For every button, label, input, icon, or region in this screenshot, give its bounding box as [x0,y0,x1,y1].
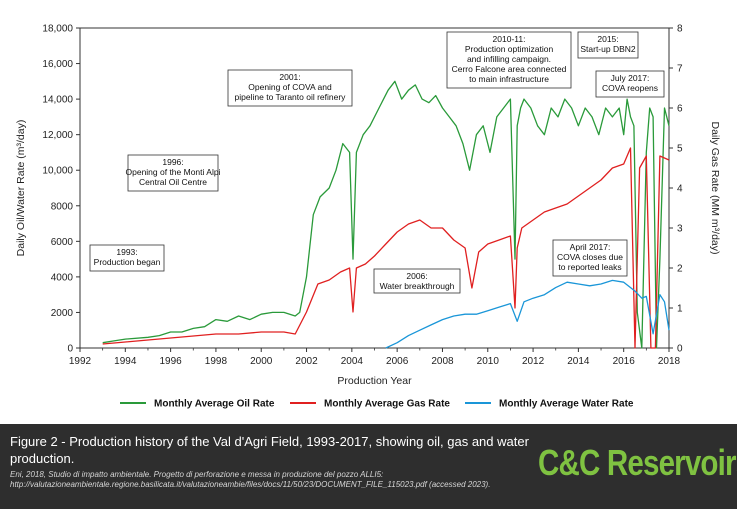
legend-label: Monthly Average Water Rate [499,399,634,410]
y-right-axis-label: Daily Gas Rate (MM m³/day) [709,121,721,254]
y-left-tick-label: 10,000 [42,166,73,177]
y-left-tick-label: 2000 [51,308,74,319]
y-right-tick-label: 6 [677,104,683,115]
y-left-tick-label: 16,000 [42,59,73,70]
annotation-text: Production optimization [465,44,554,54]
y-right-tick-label: 2 [677,264,683,275]
caption-source: Eni, 2018, Studio di impatto ambientale.… [10,470,491,489]
annotation-text: Cerro Falcone area connected [452,64,567,74]
annotation-frame [446,31,572,89]
annotation-box: 2015:Start-up DBN2 [577,31,639,59]
annotation-frame [89,244,165,272]
annotation-box: 1993:Production began [89,244,165,272]
annotation-text: April 2017: [570,242,611,252]
annotation-text: Central Oil Centre [139,177,207,187]
production-chart: 1992 1994 1996 1998 2000 2002 2004 2006 2008 2010… [15,24,721,410]
annotation-text: to reported leaks [558,262,621,272]
y-right-tick-label: 5 [677,144,683,155]
annotation-text: and infilling campaign. [467,54,551,64]
x-tick-label: 2014 [567,356,590,367]
x-tick-label: 2008 [431,356,454,367]
y-left-tick-label: 0 [67,344,73,355]
annotation-text: COVA reopens [602,83,658,93]
series-line-0 [102,80,670,349]
y-left-axis-label: Daily Oil/Water Rate (m³/day) [15,120,27,257]
x-tick-label: 2018 [658,356,681,367]
annotation-frame [373,268,461,294]
annotation-text: 2015: [597,34,618,44]
y-left-tick-label: 6000 [51,237,74,248]
annotation-text: Start-up DBN2 [580,44,636,54]
y-left-tick-label: 14,000 [42,95,73,106]
annotation-box: 2006:Water breakthrough [373,268,461,294]
x-tick-label: 2012 [522,356,545,367]
annotation-text: COVA closes due [557,252,623,262]
y-left-tick-label: 8000 [51,201,74,212]
y-right-tick-label: 8 [677,24,683,35]
company-logo: C&C Reservoirs [538,442,737,494]
annotation-text: July 2017: [611,73,650,83]
x-tick-label: 2006 [386,356,409,367]
caption-bar: Figure 2 - Production history of the Val… [0,424,737,509]
legend-label: Monthly Average Oil Rate [154,399,275,410]
series-line-1 [102,147,670,349]
series-line-2 [385,279,670,349]
x-axis-label: Production Year [337,375,412,387]
x-tick-label: 2002 [295,356,318,367]
y-left-tick-label: 4000 [51,272,74,283]
x-tick-label: 2000 [250,356,273,367]
caption-title: Figure 2 - Production history of the Val… [10,434,529,466]
y-right-tick-label: 0 [677,344,683,355]
legend-label: Monthly Average Gas Rate [324,399,450,410]
annotation-box: July 2017:COVA reopens [595,70,665,98]
annotation-frame [552,239,628,277]
annotation-text: Production began [94,257,161,267]
x-tick-label: 2016 [613,356,636,367]
x-tick-label: 1998 [205,356,228,367]
y-left-tick-label: 18,000 [42,24,73,35]
annotation-text: 2001: [279,72,300,82]
x-tick-label: 1994 [114,356,137,367]
annotation-text: 2010-11: [493,34,526,44]
annotation-text: pipeline to Taranto oil refinery [235,92,347,102]
company-logo-text: C&C Reservoirs [538,442,737,483]
annotation-text: 1996: [162,157,183,167]
annotation-text: Water breakthrough [380,281,455,291]
annotation-frame [127,154,219,192]
annotation-text: Opening of the Monti Alpi [126,167,221,177]
x-tick-label: 2004 [341,356,364,367]
x-tick-label: 1996 [159,356,182,367]
y-right-tick-label: 4 [677,184,683,195]
annotation-text: 1993: [116,247,137,257]
annotation-frame [227,69,353,107]
annotation-text: to main infrastructure [469,74,549,84]
y-right-tick-label: 7 [677,64,683,75]
y-right-tick-label: 1 [677,304,683,315]
x-tick-label: 2010 [477,356,500,367]
annotation-frame [577,31,639,59]
y-left-tick-label: 12,000 [42,130,73,141]
annotation-text: Opening of COVA and [248,82,332,92]
annotation-text: 2006: [406,271,427,281]
y-right-tick-label: 3 [677,224,683,235]
annotation-frame [595,70,665,98]
x-tick-label: 1992 [69,356,92,367]
